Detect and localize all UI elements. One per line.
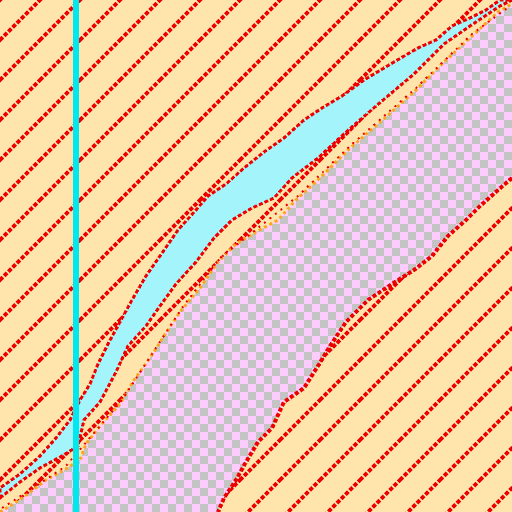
boundary-line[interactable]	[73, 0, 79, 512]
